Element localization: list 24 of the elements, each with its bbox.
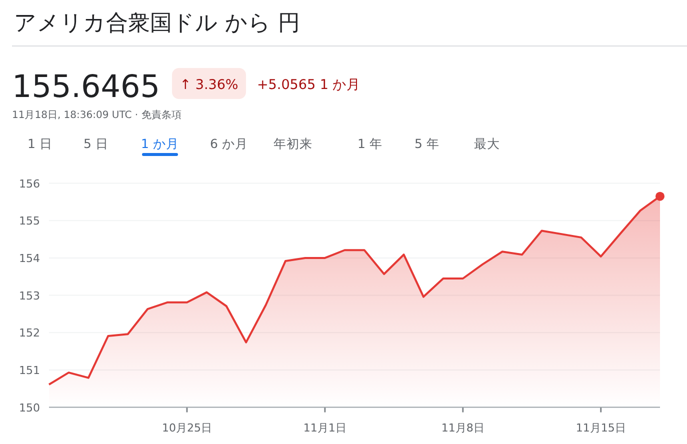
x-tick-label: 10月25日 <box>162 421 212 434</box>
text: +5.0565 1 か月 <box>257 77 361 93</box>
y-tick-label: 156 <box>19 177 40 190</box>
y-tick-label: 153 <box>19 289 40 302</box>
y-tick-label: 152 <box>19 326 40 340</box>
text: 6 か月 <box>210 136 248 151</box>
x-tick-label: 11月1日 <box>303 421 346 434</box>
x-tick-label: 11月15日 <box>576 421 626 434</box>
x-tick-label: 11月8日 <box>441 421 484 434</box>
chart-title: アメリカ合衆国ドル から 円 <box>14 11 300 36</box>
text: 11月18日, 18:36:09 UTC · 免責条項 <box>12 109 182 121</box>
text: 年初来 <box>274 136 312 151</box>
text: 5 年 <box>414 136 440 151</box>
text: 1 年 <box>358 136 382 151</box>
y-tick-label: 150 <box>19 401 40 414</box>
y-tick-label: 154 <box>19 252 40 265</box>
text: 155.6465 <box>12 69 160 105</box>
text: 最大 <box>474 136 500 151</box>
text: ↑ 3.36% <box>180 77 238 93</box>
text: 1 日 <box>28 136 52 151</box>
y-tick-label: 155 <box>19 214 40 228</box>
text: 1 か月 <box>141 136 179 151</box>
text: 5 日 <box>84 136 108 151</box>
y-tick-label: 151 <box>19 364 40 377</box>
